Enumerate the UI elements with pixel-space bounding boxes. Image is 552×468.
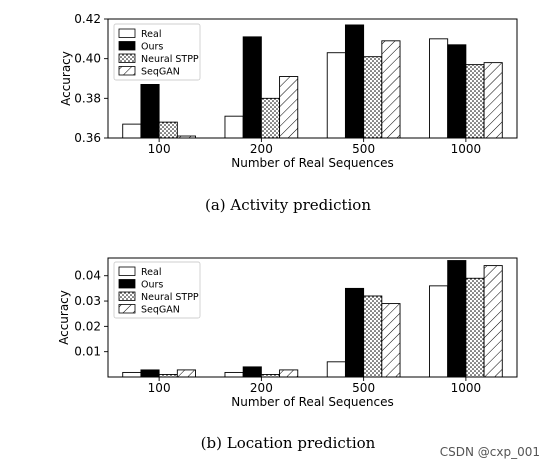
x-tick-label: 200 xyxy=(250,142,273,156)
legend-label-ours: Ours xyxy=(141,42,163,53)
legend-swatch-neural-stpp xyxy=(118,53,136,63)
legend-label-neural-stpp: Neural STPP xyxy=(141,292,199,303)
watermark: CSDN @cxp_001 xyxy=(440,445,540,459)
legend-box xyxy=(113,23,201,81)
legend-swatch-ours xyxy=(118,41,136,51)
bar-0-real-500 xyxy=(326,52,346,139)
y-tick-label: 0.04 xyxy=(74,269,101,283)
bar-0-seqgan-200 xyxy=(279,76,299,139)
bar-0-ours-1000 xyxy=(447,44,467,139)
x-tick-label: 500 xyxy=(352,142,375,156)
chart-panel-0: 100 200 500 1000 0.36 0.38 0.40 0.42 Number of R… xyxy=(59,12,518,170)
bar-1-ours-500 xyxy=(344,287,365,378)
legend-swatch-seqgan xyxy=(118,304,136,314)
x-axis-label: Number of Real Sequences xyxy=(231,156,394,170)
bar-1-real-1000 xyxy=(429,285,449,378)
bar-0-neural-stpp-100 xyxy=(158,121,178,139)
y-tick-label: 0.03 xyxy=(74,294,101,308)
legend-label-real: Real xyxy=(141,29,161,40)
bar-1-ours-1000 xyxy=(447,260,467,378)
legend-label-seqgan: SeqGAN xyxy=(141,67,180,78)
y-axis-label: Accuracy xyxy=(57,290,71,345)
caption-a: (a) Activity prediction xyxy=(205,196,371,214)
x-tick-label: 1000 xyxy=(451,142,482,156)
bar-1-seqgan-200 xyxy=(279,369,299,378)
legend-swatch-real xyxy=(118,266,136,276)
bar-0-neural-stpp-200 xyxy=(260,97,281,139)
bar-0-seqgan-1000 xyxy=(483,62,503,139)
x-tick-label: 200 xyxy=(250,381,273,395)
bar-0-neural-stpp-1000 xyxy=(465,64,485,139)
bar-1-seqgan-100 xyxy=(176,369,196,378)
x-axis-label: Number of Real Sequences xyxy=(231,395,394,409)
bar-1-real-200 xyxy=(224,371,244,378)
y-tick-label: 0.40 xyxy=(74,52,101,66)
y-tick-label: 0.42 xyxy=(74,12,101,26)
bar-0-seqgan-500 xyxy=(381,40,401,139)
legend-label-ours: Ours xyxy=(141,280,163,291)
y-tick-label: 0.38 xyxy=(74,91,101,105)
bar-0-neural-stpp-500 xyxy=(363,56,383,139)
bar-1-neural-stpp-1000 xyxy=(465,277,485,378)
y-tick-label: 0.01 xyxy=(74,345,101,359)
legend-swatch-seqgan xyxy=(118,66,136,76)
bar-0-ours-500 xyxy=(344,24,365,139)
legend-label-neural-stpp: Neural STPP xyxy=(141,54,199,65)
x-tick-label: 500 xyxy=(352,381,375,395)
bar-0-real-200 xyxy=(224,115,244,139)
plot-frame xyxy=(107,257,518,378)
bar-1-ours-100 xyxy=(140,369,160,378)
y-tick-label: 0.02 xyxy=(74,319,101,333)
caption-b: (b) Location prediction xyxy=(201,434,376,452)
bar-0-real-1000 xyxy=(429,38,449,139)
legend-swatch-ours xyxy=(118,279,136,289)
chart-panel-1: 100 200 500 1000 0.01 0.02 0.03 0.04 Number of R… xyxy=(57,257,518,409)
bar-1-seqgan-500 xyxy=(381,303,401,378)
bar-1-real-100 xyxy=(122,371,142,378)
bar-0-real-100 xyxy=(122,123,142,139)
plot-frame xyxy=(107,18,518,139)
y-tick-label: 0.36 xyxy=(74,131,101,145)
bar-1-real-500 xyxy=(326,361,346,378)
bar-0-ours-200 xyxy=(242,36,262,139)
legend-swatch-real xyxy=(118,28,136,38)
legend-swatch-neural-stpp xyxy=(118,291,136,301)
x-tick-label: 100 xyxy=(148,142,171,156)
bar-1-seqgan-1000 xyxy=(483,265,503,378)
legend-box xyxy=(113,261,201,319)
legend-label-real: Real xyxy=(141,267,161,278)
bar-0-ours-100 xyxy=(140,83,160,139)
x-tick-label: 1000 xyxy=(451,381,482,395)
bar-1-neural-stpp-500 xyxy=(363,295,383,378)
x-tick-label: 100 xyxy=(148,381,171,395)
legend-label-seqgan: SeqGAN xyxy=(141,305,180,316)
y-axis-label: Accuracy xyxy=(59,51,73,106)
bar-1-ours-200 xyxy=(242,366,262,378)
